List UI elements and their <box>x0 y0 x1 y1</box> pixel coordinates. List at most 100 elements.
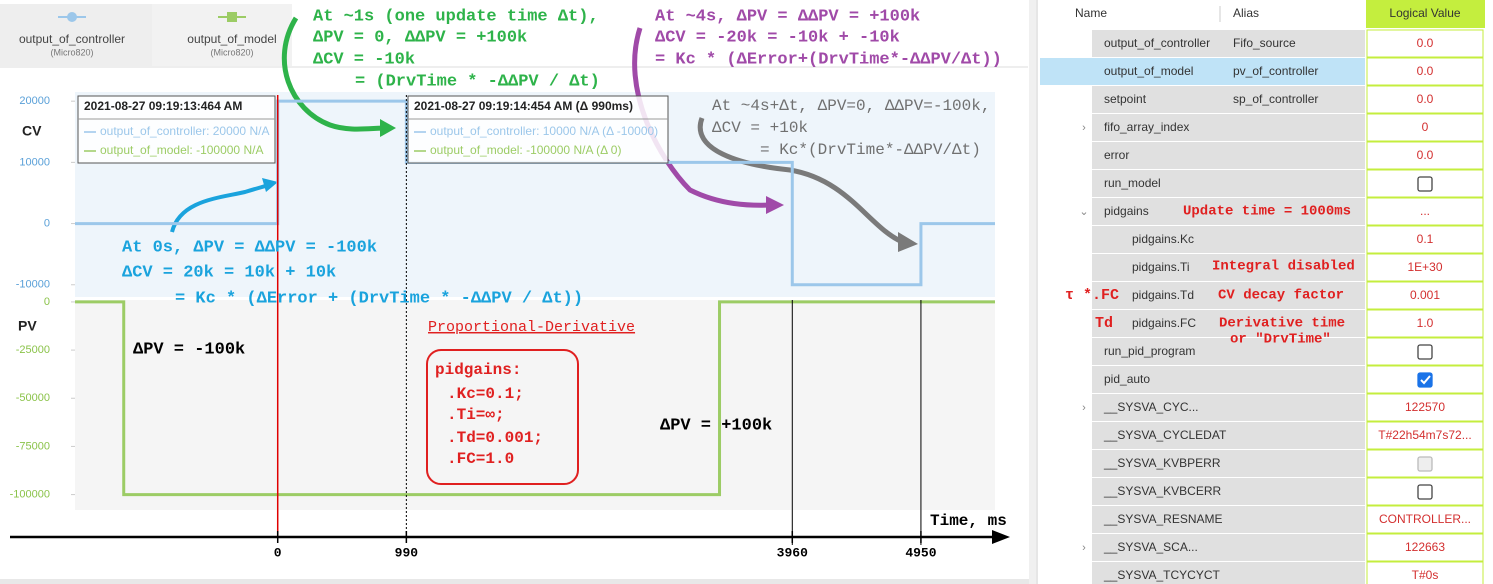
value-cell <box>1366 225 1484 254</box>
legend-label[interactable]: output_of_model <box>187 32 276 46</box>
arrow <box>697 117 906 246</box>
annotation: ΔPV = +100k <box>660 416 772 435</box>
tooltip-time: 2021-08-27 09:19:14:454 AM (Δ 990ms) <box>414 99 633 113</box>
row-bg[interactable] <box>1092 394 1365 421</box>
row-bg[interactable] <box>1092 562 1365 584</box>
annotation: = Kc*(DrvTime*-ΔΔPV/Δt) <box>760 141 981 159</box>
row-bg[interactable] <box>1092 422 1365 449</box>
y-tick-label: -10000 <box>16 279 50 291</box>
column-header[interactable]: Alias <box>1233 6 1259 20</box>
row-bg[interactable] <box>1092 254 1365 281</box>
variable-name: __SYSVA_KVBPERR <box>1103 456 1221 470</box>
column-header[interactable]: Name <box>1075 6 1107 20</box>
expander[interactable]: › <box>1082 542 1086 554</box>
row-bg[interactable] <box>1092 478 1365 505</box>
value-cell <box>1366 421 1484 450</box>
arrow <box>632 27 773 208</box>
x-tick-label: 4950 <box>905 545 936 560</box>
variable-name: output_of_model <box>1104 64 1193 78</box>
header-bg <box>1366 0 1485 28</box>
variable-name: pidgains.FC <box>1132 316 1196 330</box>
annotation: ΔCV = 20k = 10k + 10k <box>122 263 336 282</box>
row-bg[interactable] <box>1092 338 1365 365</box>
value-cell <box>1366 281 1484 310</box>
x-tick-label: 990 <box>395 545 419 560</box>
checkbox[interactable] <box>1417 344 1433 360</box>
variable-name: pidgains.Kc <box>1132 232 1194 246</box>
variable-name: pidgains.Td <box>1132 288 1194 302</box>
table-note: τ *.FC <box>1065 287 1119 304</box>
row-bg[interactable] <box>1092 58 1365 85</box>
annotation: At ~4s, ΔPV = ΔΔPV = +100k <box>655 7 920 26</box>
row-bg[interactable] <box>1040 58 1092 85</box>
marks: output_of_controller(Micro820)output_of_… <box>10 7 1007 560</box>
variable-alias: pv_of_controller <box>1233 64 1318 78</box>
table-note: Td <box>1095 315 1113 332</box>
variable-value: T#22h54m7s72... <box>1378 428 1471 442</box>
value-cell <box>1366 85 1484 114</box>
variable-value: 1.0 <box>1417 316 1434 330</box>
row-bg[interactable] <box>1092 506 1365 533</box>
row-bg[interactable] <box>1092 282 1365 309</box>
annotation: .Td=0.001; <box>447 429 543 447</box>
variable-name: __SYSVA_CYCLEDAT <box>1103 428 1227 442</box>
variable-value: CONTROLLER... <box>1379 512 1471 526</box>
row-bg[interactable] <box>1092 198 1365 225</box>
row-bg[interactable] <box>1092 534 1365 561</box>
variable-value: 0.0 <box>1417 36 1434 50</box>
row-bg[interactable] <box>1092 142 1365 169</box>
annotation: = Kc * (ΔError+(DrvTime*-ΔΔPV/Δt)) <box>655 50 1002 69</box>
series-line <box>75 300 995 497</box>
value-cell <box>1366 113 1484 142</box>
row-bg[interactable] <box>1092 450 1365 477</box>
annotation: ΔCV = -10k <box>313 50 415 69</box>
y-tick-label: 0 <box>44 217 50 229</box>
expander[interactable]: ⌄ <box>1079 206 1088 218</box>
variable-name: error <box>1104 148 1129 162</box>
axis-title: PV <box>18 318 37 334</box>
variable-value: 0.0 <box>1417 148 1434 162</box>
tooltip-line: output_of_controller: 20000 N/A <box>100 124 269 138</box>
row-bg[interactable] <box>1092 114 1365 141</box>
annotation: ΔCV = +10k <box>712 119 808 137</box>
row-bg[interactable] <box>1092 30 1365 57</box>
row-bg[interactable] <box>1092 310 1365 337</box>
value-cell <box>1366 505 1484 534</box>
checkbox[interactable] <box>1417 176 1433 192</box>
row-bg[interactable] <box>1092 86 1365 113</box>
x-tick-label: 3960 <box>777 545 808 560</box>
annotation: .Ti=∞; <box>447 406 505 424</box>
legend-icon[interactable] <box>67 12 77 22</box>
column-header[interactable]: Logical Value <box>1389 6 1460 20</box>
annotation: ΔPV = 0, ΔΔPV = +100k <box>313 28 527 47</box>
legend-icon[interactable] <box>227 12 237 22</box>
variable-value: ... <box>1420 204 1430 218</box>
table-note: or "DrvTime" <box>1230 332 1331 348</box>
legend-source[interactable]: (Micro820) <box>210 47 253 57</box>
legend-label[interactable]: output_of_controller <box>19 32 125 46</box>
value-cell <box>1366 197 1484 226</box>
annotation: Proportional-Derivative <box>428 319 635 336</box>
table-note: Update time = 1000ms <box>1183 204 1351 220</box>
annotation: At ~4s+Δt, ΔPV=0, ΔΔPV=-100k, <box>712 97 990 115</box>
value-cell <box>1366 309 1484 338</box>
annotation: ΔCV = -20k = -10k + -10k <box>655 28 900 47</box>
expander[interactable]: › <box>1082 122 1086 134</box>
variable-name: setpoint <box>1104 92 1147 106</box>
table-note: CV decay factor <box>1218 288 1344 304</box>
scrollbar[interactable] <box>1029 0 1036 584</box>
row-bg[interactable] <box>1092 366 1365 393</box>
row-bg[interactable] <box>1092 226 1365 253</box>
arrow-head <box>262 178 278 192</box>
expander[interactable]: › <box>1082 402 1086 414</box>
legend-source[interactable]: (Micro820) <box>50 47 93 57</box>
variable-name: run_model <box>1104 176 1161 190</box>
row-bg[interactable] <box>1092 170 1365 197</box>
checkbox[interactable] <box>1417 372 1433 388</box>
checkbox[interactable] <box>1417 484 1433 500</box>
scrollbar[interactable] <box>0 579 1029 584</box>
value-cell <box>1366 253 1484 282</box>
legend-item-bg[interactable] <box>152 4 292 66</box>
axis-title: CV <box>22 123 42 139</box>
value-cell <box>1366 561 1484 584</box>
